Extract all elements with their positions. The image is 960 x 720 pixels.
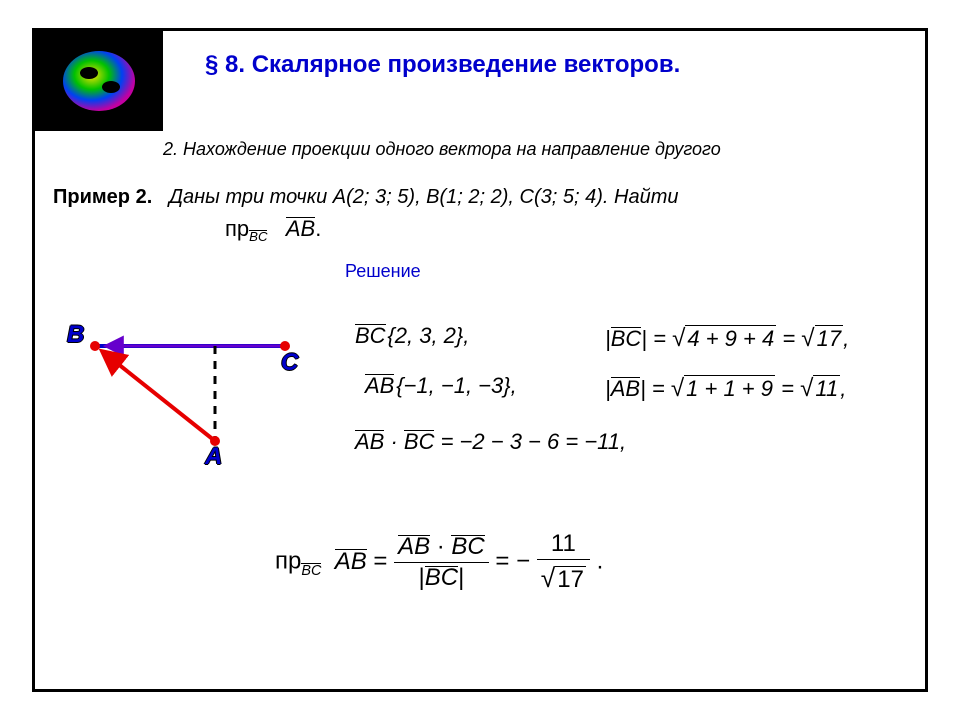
proj-vec: AB <box>286 216 315 242</box>
projection-expr: прBC AB. <box>225 216 321 244</box>
decorative-icon <box>35 31 163 131</box>
label-a: A <box>205 443 222 471</box>
example-label: Пример 2. <box>53 186 152 208</box>
ab-magnitude: |AB| = 1 + 1 + 9 = 11, <box>605 373 846 403</box>
bc-coords: BC {2, 3, 2}, <box>355 323 469 349</box>
proj-sub: BC <box>249 229 267 244</box>
point-b <box>90 341 100 351</box>
solution-label: Решение <box>345 261 421 282</box>
arrow-ab <box>103 352 215 441</box>
label-c: C <box>281 349 298 377</box>
slide: § 8. Скалярное произведение векторов. 2.… <box>0 0 960 720</box>
slide-frame: § 8. Скалярное произведение векторов. 2.… <box>32 28 928 692</box>
proj-prefix: пр <box>225 216 249 241</box>
section-title: § 8. Скалярное произведение векторов. <box>205 51 680 79</box>
example-text: Пример 2. Даны три точки A(2; 3; 5), B(1… <box>53 186 679 209</box>
final-result: прBC AB = AB · BC |BC| = − 11 17 . <box>275 531 603 594</box>
subsection-title: 2. Нахождение проекции одного вектора на… <box>163 139 721 160</box>
ab-coords: AB {−1, −1, −3}, <box>365 373 517 399</box>
bc-magnitude: |BC| = 4 + 9 + 4 = 17, <box>605 323 849 353</box>
vector-diagram: B C A <box>45 311 335 471</box>
label-b: B <box>67 321 84 349</box>
example-body: Даны три точки A(2; 3; 5), B(1; 2; 2), C… <box>169 186 679 208</box>
diagram-svg <box>45 311 335 471</box>
dot-product: AB · BC = −2 − 3 − 6 = −11, <box>355 429 626 455</box>
